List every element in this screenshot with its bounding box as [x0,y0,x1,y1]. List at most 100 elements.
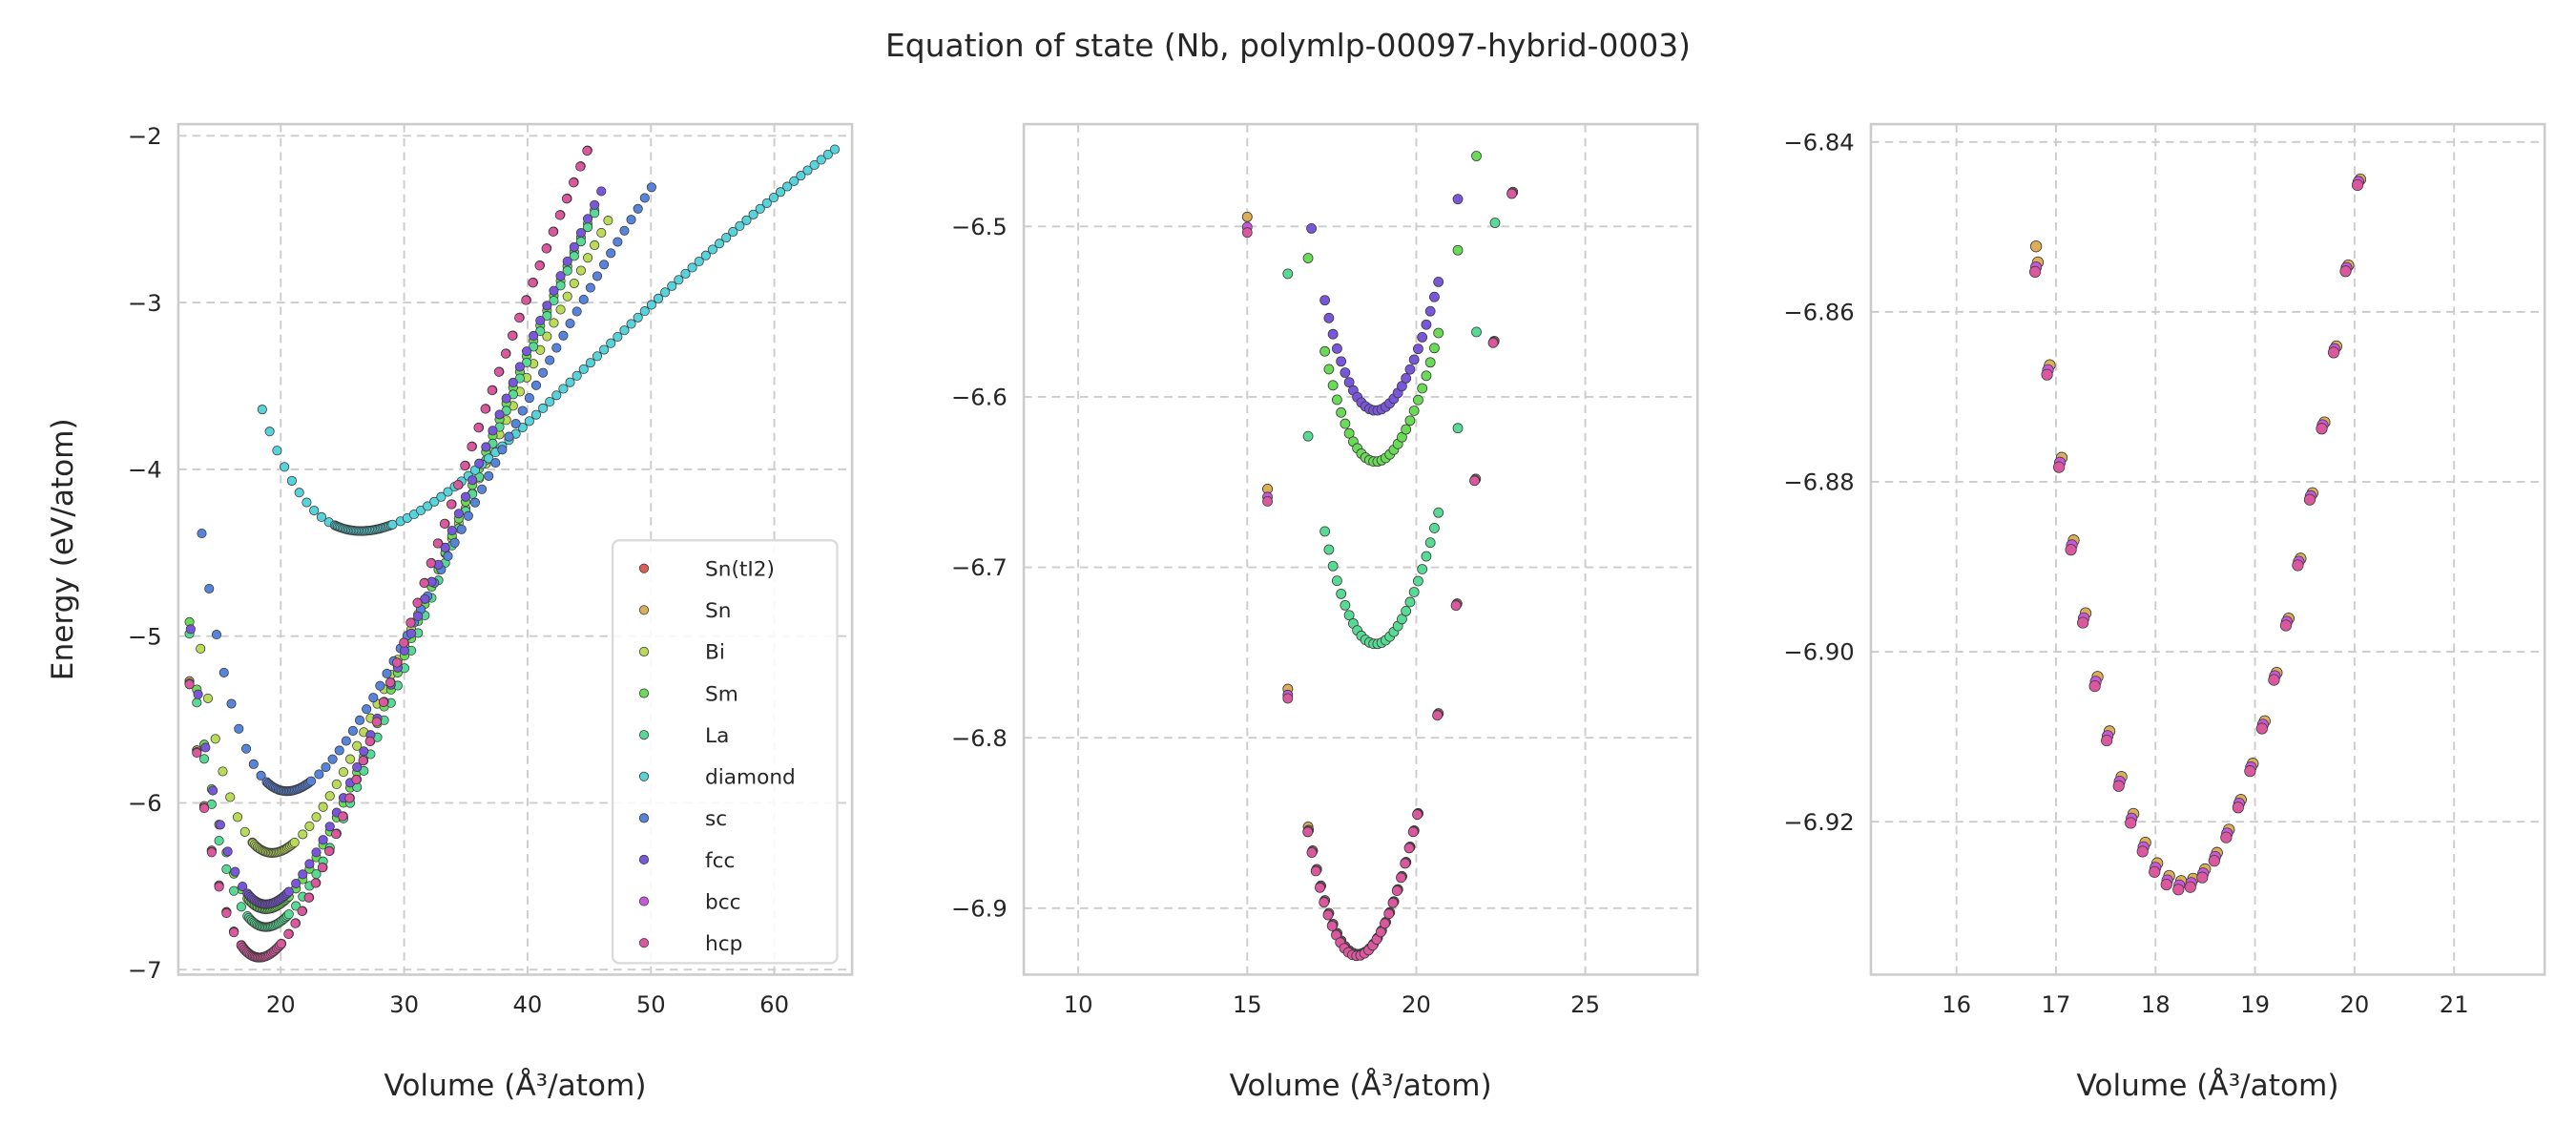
data-point [596,227,607,239]
data-point [314,769,324,780]
data-point [440,542,450,552]
data-point [735,220,745,231]
data-point [1306,222,1318,234]
x-tick-label: 60 [759,991,789,1018]
data-point [291,878,301,889]
data-point [755,203,765,214]
data-point [1413,344,1423,355]
data-point [542,301,552,311]
data-point [193,689,203,699]
panel-3: 16 17 18 19 20 21 −6.92 −6.90 −6.88 −6.86 −6.84 Vol… [1783,122,2546,1103]
data-point [1401,424,1412,435]
data-point [1241,227,1253,239]
data-point [590,199,600,210]
data-point [2196,871,2209,884]
data-point [1397,614,1407,625]
data-point [1417,564,1428,574]
data-point [358,756,368,766]
data-point [1340,367,1351,378]
data-point [1322,909,1334,921]
y-tick-label: −6.5 [951,214,1008,240]
data-point [298,829,308,840]
data-point [493,366,504,377]
data-point [555,281,566,291]
data-point [2088,679,2101,693]
data-point [384,677,396,688]
data-point [768,192,779,203]
data-point [535,315,546,326]
data-point [2292,559,2304,572]
data-point [2052,461,2066,473]
data-point [2255,722,2268,735]
data-point [347,725,358,737]
data-point [364,736,375,747]
data-point [490,457,501,468]
data-point [562,291,572,302]
data-point [1408,587,1420,597]
data-point [728,226,738,237]
data-point [1319,345,1331,357]
data-point [2160,878,2172,891]
y-tick-label: −6.9 [951,895,1008,922]
data-point [306,776,317,786]
x-axis-label: Volume (Å³/atom) [1230,1067,1492,1103]
y-tick-label: −6.6 [951,385,1008,411]
data-point [653,293,664,303]
data-point [283,886,294,897]
data-point [341,736,351,746]
data-point [447,525,457,536]
data-point [508,330,518,341]
data-point [229,885,239,896]
data-point [344,793,355,803]
data-point [1319,897,1330,908]
data-point [575,161,586,172]
data-point [371,717,382,727]
data-point [1424,537,1436,549]
data-point [1424,305,1436,317]
data-point [2316,423,2328,435]
data-point [460,491,471,502]
data-point [378,697,388,708]
data-point [1343,377,1355,388]
data-point [443,551,453,561]
panel-1: 20 30 40 50 60 −7 −6 −5 −4 −3 −2 Volume (Å³/atom) En… [46,122,854,1103]
data-point [2268,674,2280,686]
data-point [667,281,677,291]
legend-label: Sn(tI2) [705,557,775,581]
data-point [199,754,210,764]
data-point [426,558,436,569]
y-tick-label: −6.90 [1783,639,1854,666]
x-tick-label: 18 [2141,991,2171,1018]
legend-label: bcc [705,890,741,914]
data-point [538,367,549,378]
data-point [521,357,532,367]
data-point [316,511,327,522]
data-point [1417,331,1428,343]
data-point [185,624,196,635]
data-point [1433,276,1444,287]
data-point [1450,600,1462,612]
data-point [508,377,518,388]
data-point [548,226,558,237]
legend-marker [638,688,650,698]
data-point [214,835,224,846]
x-tick-label: 19 [2240,991,2270,1018]
data-point [323,845,335,857]
data-point [1396,872,1406,884]
data-point [352,761,363,773]
data-point [467,475,478,486]
data-point [554,210,565,220]
data-point [1401,606,1412,616]
data-point [196,643,206,654]
data-point [238,881,248,892]
data-point [514,313,525,323]
data-point [510,418,521,429]
data-point [596,186,607,197]
data-point [1421,319,1432,330]
data-point [582,214,593,224]
data-point [413,611,424,621]
data-point [473,423,484,433]
data-point [1331,343,1342,354]
data-point [674,275,684,285]
data-point [582,145,592,156]
